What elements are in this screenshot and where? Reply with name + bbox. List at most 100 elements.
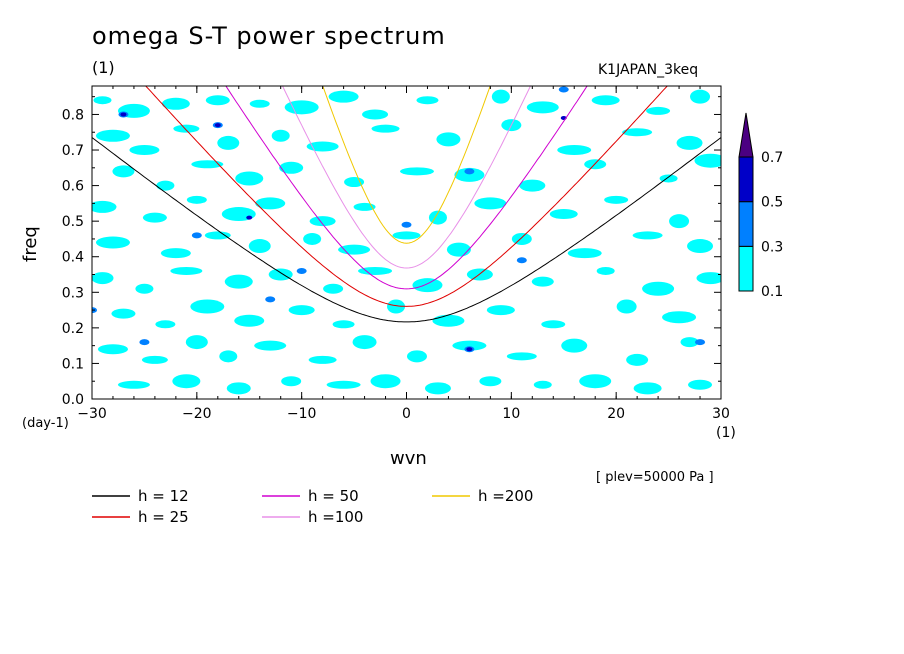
colorbar-label: 0.5 [761, 195, 783, 211]
colorbar-label: 0.7 [761, 150, 783, 166]
colorbar-segment [738, 156, 754, 203]
heatmap-cell-level-0-1 [353, 202, 376, 211]
heatmap-cell-level-0-1 [541, 320, 566, 329]
heatmap-cell-level-0-1 [271, 129, 290, 142]
heatmap-cell-level-0-3 [464, 168, 475, 175]
level-note: [ plev=50000 Pa ] [596, 470, 714, 485]
heatmap-cell-level-0-5 [120, 112, 127, 117]
heatmap-cell-level-0-1 [303, 232, 322, 245]
heatmap-cell-level-0-1 [561, 338, 588, 353]
x-tick-label: −10 [287, 406, 317, 422]
chart-title: omega S-T power spectrum [92, 22, 446, 50]
heatmap-cell-level-0-1 [234, 314, 265, 327]
heatmap-cell-level-0-1 [474, 197, 507, 210]
heatmap-cell-level-0-1 [204, 231, 231, 240]
heatmap-cell-level-0-1 [646, 106, 671, 115]
heatmap-cell-level-0-1 [281, 376, 302, 387]
heatmap-cell-level-0-1 [135, 283, 154, 294]
heatmap-cell-level-0-1 [567, 248, 602, 259]
legend-label: h =200 [478, 487, 533, 505]
heatmap-cell-level-0-1 [688, 379, 713, 390]
heatmap-cell-level-0-1 [416, 96, 439, 105]
plot-area [92, 86, 721, 395]
heatmap-cell-level-0-1 [642, 281, 675, 296]
heatmap-cell-level-0-1 [92, 272, 114, 285]
x-tick-label: 30 [712, 406, 730, 422]
heatmap-cell-level-0-1 [217, 135, 240, 150]
heatmap-cell-level-0-1 [591, 95, 620, 106]
heatmap-cell-level-0-3 [558, 86, 569, 93]
heatmap-cell-level-0-3 [139, 339, 150, 346]
heatmap-cell-level-0-1 [424, 382, 451, 395]
heatmap-cell-level-0-1 [412, 278, 443, 293]
heatmap-cell-level-0-1 [687, 239, 714, 254]
heatmap-cell-level-0-1 [511, 232, 532, 245]
heatmap-cell-level-0-1 [255, 197, 286, 210]
heatmap-cell-level-0-1 [362, 109, 389, 120]
dispersion-curve [225, 86, 588, 290]
heatmap-cell-level-0-1 [338, 244, 371, 255]
heatmap-cell-level-0-1 [371, 124, 400, 133]
heatmap-cell-level-0-1 [155, 320, 176, 329]
heatmap-cell-level-0-1 [235, 171, 264, 186]
heatmap-cell-level-0-3 [401, 221, 412, 228]
y-tick-label: 0.7 [62, 143, 84, 159]
heatmap-cell-level-0-1 [452, 340, 487, 351]
x-tick-label: 0 [402, 406, 411, 422]
title-unit: (1) [92, 58, 115, 77]
heatmap-cell-level-0-1 [370, 374, 401, 389]
heatmap-cell-level-0-1 [680, 337, 699, 348]
heatmap-cell-level-0-1 [97, 344, 128, 355]
heatmap-cell-level-0-1 [676, 135, 703, 150]
y-tick-label: 0.3 [62, 285, 84, 301]
heatmap-cell-level-0-1 [170, 266, 203, 275]
heatmap-cell-level-0-1 [662, 311, 697, 324]
heatmap-cell-level-0-1 [669, 214, 690, 229]
y-tick-label: 0.1 [62, 356, 84, 372]
heatmap-cell-level-0-1 [399, 167, 434, 176]
dispersion-curve [145, 86, 668, 307]
heatmap-cell-level-0-1 [616, 299, 637, 314]
heatmap-cell-level-0-1 [694, 153, 721, 168]
heatmap-cell-level-0-1 [226, 382, 251, 395]
x-tick-label: −30 [77, 406, 107, 422]
heatmap-cell-level-0-1 [248, 239, 271, 254]
legend-label: h = 25 [138, 508, 189, 526]
heatmap-cell-level-0-1 [549, 209, 578, 220]
heatmap-cell-level-0-1 [172, 374, 201, 389]
heatmap-cell-level-0-1 [161, 97, 190, 110]
heatmap-cell-level-0-3 [296, 267, 307, 274]
heatmap-cell-level-0-1 [191, 160, 224, 169]
heatmap-cell-level-0-1 [254, 340, 287, 351]
x-axis-label: wvn [390, 448, 427, 469]
heatmap-cell-level-0-1 [432, 314, 465, 327]
y-axis-unit: (day-1) [22, 416, 69, 431]
heatmap-cell-level-0-1 [352, 335, 377, 350]
experiment-label: K1JAPAN_3keq [598, 62, 699, 78]
heatmap-cell-level-0-1 [117, 380, 150, 389]
heatmap-cell-level-0-1 [93, 96, 112, 105]
heatmap-cell-level-0-1 [142, 212, 167, 223]
heatmap-cell-level-0-1 [596, 266, 615, 275]
y-tick-label: 0.8 [62, 107, 84, 123]
heatmap-cell-level-0-1 [604, 195, 629, 204]
x-axis-unit: (1) [716, 425, 736, 441]
heatmap-cell-level-0-1 [141, 355, 168, 364]
legend-label: h =100 [308, 508, 363, 526]
heatmap-cell-level-0-1 [328, 90, 359, 103]
dispersion-curve [322, 86, 491, 244]
colorbar-segment [738, 245, 754, 292]
colorbar-label: 0.1 [761, 284, 783, 300]
heatmap-cell-level-0-1 [406, 350, 427, 363]
heatmap-cell-level-0-5 [246, 215, 253, 220]
heatmap-cell-level-0-3 [695, 339, 706, 346]
y-tick-label: 0.2 [62, 321, 84, 337]
y-tick-label: 0.5 [62, 214, 84, 230]
legend-label: h = 12 [138, 487, 189, 505]
heatmap-cell-level-0-1 [268, 268, 293, 281]
heatmap-cell-level-0-1 [479, 376, 502, 387]
heatmap-cell-level-0-1 [358, 266, 393, 275]
y-tick-label: 0.0 [62, 392, 84, 408]
y-tick-label: 0.6 [62, 179, 84, 195]
colorbar-extension [738, 112, 754, 158]
